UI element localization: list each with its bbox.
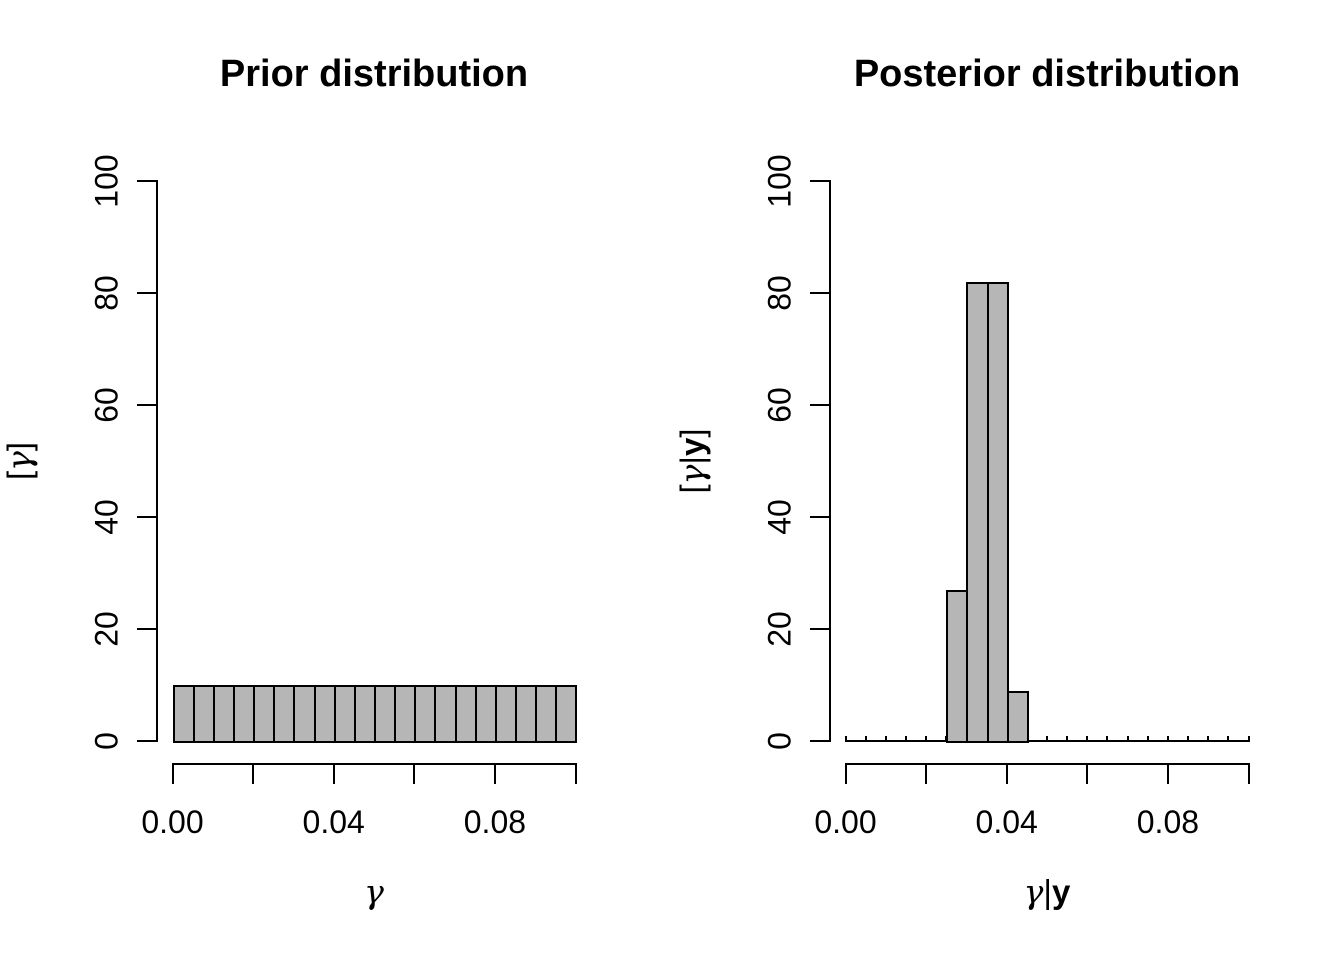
- x-axis-label-posterior: γ|y: [1024, 872, 1071, 911]
- y-tick: [136, 628, 157, 630]
- panel-title-prior: Prior distribution: [219, 53, 529, 95]
- x-tick: [1086, 763, 1089, 784]
- bin-edge-notch: [1086, 736, 1089, 742]
- x-tick: [171, 763, 174, 784]
- x-tick-label: 0.08: [463, 804, 527, 840]
- y-tick: [809, 180, 830, 182]
- x-tick: [574, 763, 577, 784]
- bin-edge-notch: [844, 736, 847, 742]
- x-tick-label: 0.00: [814, 804, 877, 840]
- y-axis-line: [155, 180, 158, 742]
- histogram-bar: [555, 685, 578, 743]
- y-tick: [809, 740, 830, 742]
- x-tick-label: 0.04: [975, 804, 1038, 840]
- bin-edge-notch: [1146, 736, 1149, 742]
- x-tick-label: 0.04: [302, 804, 365, 840]
- x-tick: [925, 763, 928, 784]
- y-tick: [809, 404, 830, 406]
- y-axis-label-posterior: [γ|y]: [672, 428, 711, 493]
- y-tick-label: 20: [761, 611, 797, 647]
- bin-edge-notch: [1166, 736, 1169, 742]
- x-tick-label: 0.08: [1136, 804, 1200, 840]
- bin-edge-notch: [1046, 736, 1048, 742]
- bin-edge-notch: [1227, 736, 1230, 742]
- panel-title-posterior: Posterior distribution: [853, 53, 1241, 95]
- y-tick-label: 0: [761, 732, 797, 750]
- bin-edge-notch: [925, 736, 928, 742]
- histogram-bar: [986, 281, 1009, 743]
- y-tick-label: 100: [761, 154, 797, 208]
- label-part: |: [673, 456, 710, 465]
- x-tick: [413, 763, 416, 784]
- label-part: y: [1051, 873, 1071, 910]
- label-part: γ: [1023, 872, 1044, 911]
- bin-edge-notch: [884, 736, 887, 742]
- bin-edge-notch: [1126, 736, 1129, 742]
- x-axis-label-prior: γ: [364, 872, 384, 911]
- x-tick: [332, 763, 335, 784]
- y-tick: [809, 628, 830, 630]
- y-tick: [809, 516, 830, 518]
- y-tick: [136, 180, 157, 182]
- bin-edge-notch: [1066, 736, 1069, 742]
- x-axis-line: [844, 763, 1250, 765]
- y-tick-label: 80: [761, 275, 797, 311]
- x-axis-line: [171, 763, 577, 765]
- y-tick: [809, 292, 830, 294]
- x-tick: [1247, 763, 1250, 784]
- label-part: γ: [672, 464, 711, 485]
- bin-edge-notch: [1106, 736, 1109, 742]
- bin-edge-notch: [1247, 736, 1250, 742]
- y-tick: [136, 292, 157, 294]
- histogram-bar: [946, 589, 969, 743]
- histogram-bar: [966, 281, 989, 743]
- y-tick: [136, 740, 157, 742]
- histogram-bar: [1006, 690, 1029, 743]
- x-tick: [844, 763, 847, 784]
- label-part: |: [1043, 873, 1052, 910]
- y-tick: [136, 404, 157, 406]
- x-tick-label: 0.00: [141, 804, 204, 840]
- label-part: y: [673, 437, 710, 457]
- label-part: [: [673, 484, 710, 494]
- y-tick-label: 40: [761, 499, 797, 535]
- x-tick: [1166, 763, 1169, 784]
- bin-edge-notch: [904, 736, 907, 742]
- bin-edge-notch: [1207, 736, 1210, 742]
- y-tick: [136, 516, 157, 518]
- x-tick: [493, 763, 496, 784]
- x-tick: [252, 763, 255, 784]
- x-tick: [1005, 763, 1008, 784]
- y-tick-label: 60: [761, 387, 797, 423]
- bin-edge-notch: [1187, 736, 1190, 742]
- label-part: γ: [364, 872, 384, 911]
- y-axis-line: [828, 180, 831, 742]
- bin-edge-notch: [864, 736, 867, 742]
- label-part: ]: [673, 428, 710, 438]
